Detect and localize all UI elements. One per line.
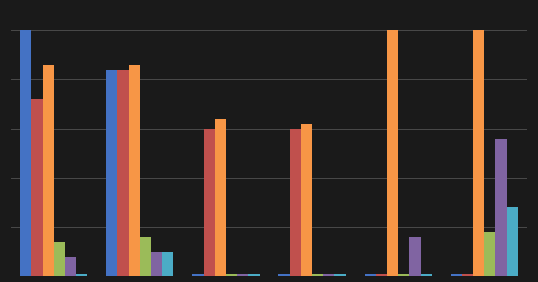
Bar bbox=[462, 274, 473, 276]
Bar bbox=[279, 274, 289, 276]
Bar bbox=[140, 237, 151, 276]
Bar bbox=[54, 242, 65, 276]
Bar bbox=[226, 274, 237, 276]
Bar bbox=[451, 274, 462, 276]
Bar bbox=[398, 274, 409, 276]
Bar bbox=[409, 237, 421, 276]
Bar bbox=[387, 30, 398, 276]
Bar bbox=[20, 30, 31, 276]
Bar bbox=[484, 232, 495, 276]
Bar bbox=[473, 30, 484, 276]
Bar bbox=[421, 274, 431, 276]
Bar bbox=[495, 138, 507, 276]
Bar bbox=[376, 274, 387, 276]
Bar bbox=[117, 70, 129, 276]
Bar bbox=[31, 99, 43, 276]
Bar bbox=[203, 129, 215, 276]
Bar bbox=[107, 70, 117, 276]
Bar bbox=[76, 274, 87, 276]
Bar bbox=[507, 208, 518, 276]
Bar bbox=[335, 274, 345, 276]
Bar bbox=[289, 129, 301, 276]
Bar bbox=[249, 274, 259, 276]
Bar bbox=[312, 274, 323, 276]
Bar bbox=[215, 119, 226, 276]
Bar bbox=[237, 274, 249, 276]
Bar bbox=[323, 274, 335, 276]
Bar bbox=[365, 274, 376, 276]
Bar bbox=[129, 65, 140, 276]
Bar bbox=[65, 257, 76, 276]
Bar bbox=[162, 252, 173, 276]
Bar bbox=[43, 65, 54, 276]
Bar bbox=[151, 252, 162, 276]
Bar bbox=[301, 124, 312, 276]
Bar bbox=[193, 274, 203, 276]
